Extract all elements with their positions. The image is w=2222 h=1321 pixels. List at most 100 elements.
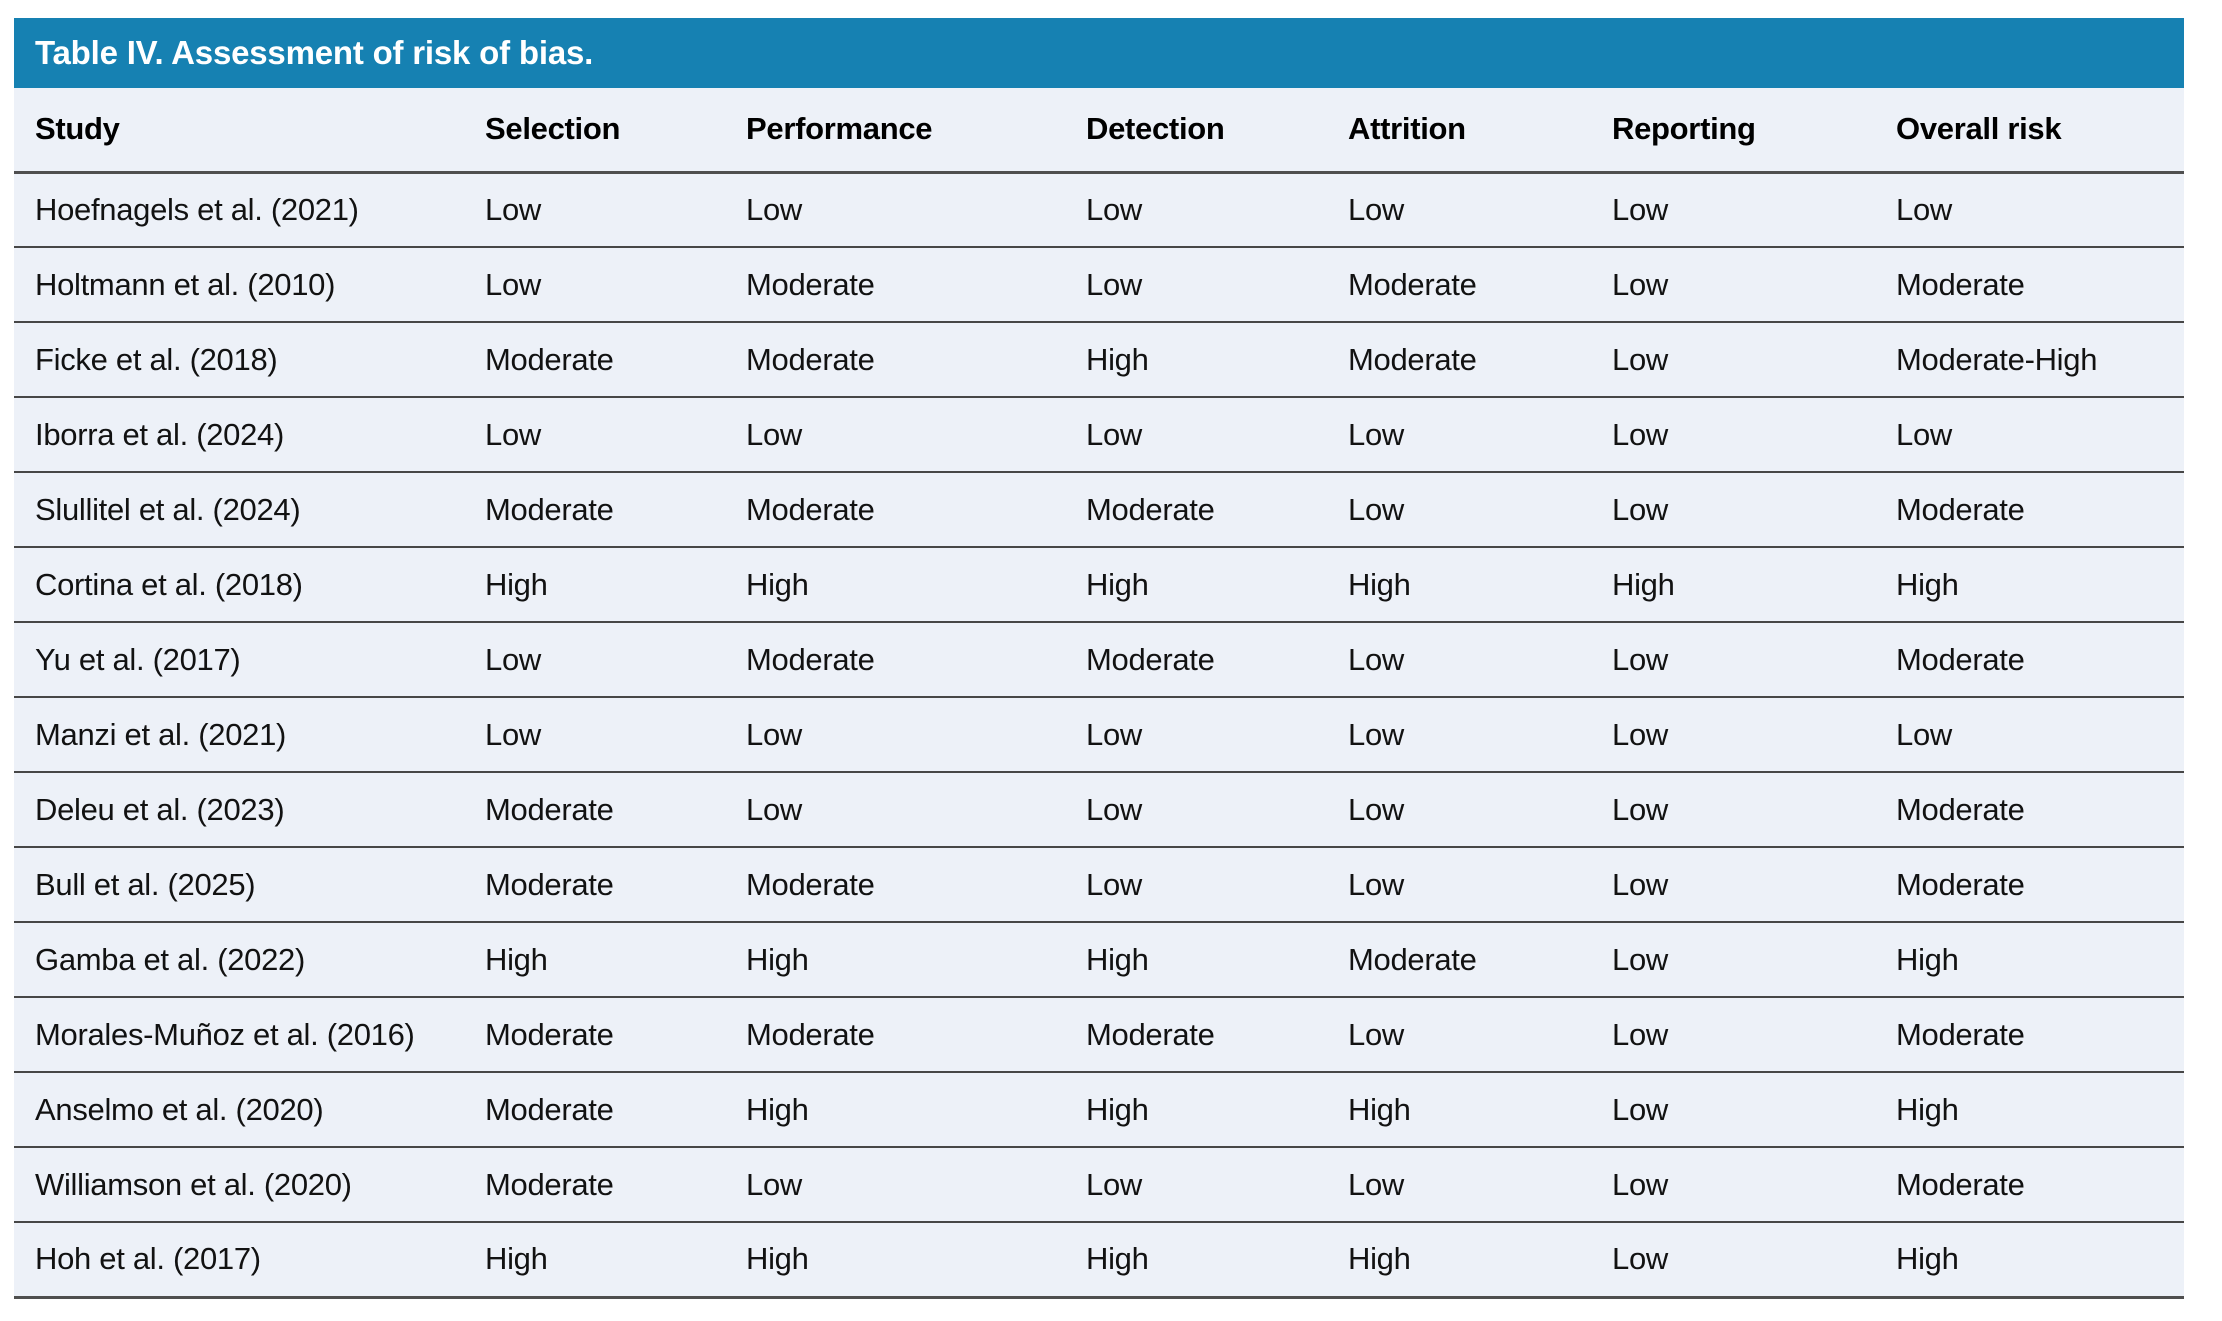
cell-overall-risk: Moderate (1896, 1016, 2025, 1052)
cell-detection: Moderate (1086, 1016, 1215, 1052)
column-header-detection: Detection (1086, 111, 1225, 147)
cell-attrition: Low (1348, 1166, 1404, 1202)
cell-attrition: Low (1348, 1016, 1404, 1052)
table-row: Iborra et al. (2024) Low Low Low Low Low… (14, 397, 2184, 472)
cell-reporting: High (1612, 566, 1675, 602)
table-body: Hoefnagels et al. (2021) Low Low Low Low… (14, 172, 2184, 1297)
cell-reporting: Low (1612, 716, 1668, 752)
cell-attrition: Moderate (1348, 341, 1477, 377)
cell-detection: Low (1086, 191, 1142, 227)
cell-reporting: Low (1612, 1016, 1668, 1052)
column-header-overall-risk: Overall risk (1896, 111, 2062, 147)
cell-performance: Moderate (746, 491, 875, 527)
cell-performance: Low (746, 191, 802, 227)
cell-selection: Low (485, 716, 541, 752)
cell-overall-risk: Moderate (1896, 641, 2025, 677)
header-row: Study Selection Performance Detection At… (14, 88, 2184, 172)
cell-study: Morales-Muñoz et al. (2016) (35, 1016, 415, 1052)
cell-selection: Low (485, 416, 541, 452)
cell-reporting: Low (1612, 941, 1668, 977)
table-row: Williamson et al. (2020) Moderate Low Lo… (14, 1147, 2184, 1222)
cell-selection: High (485, 566, 548, 602)
cell-study: Holtmann et al. (2010) (35, 266, 336, 302)
cell-performance: High (746, 1241, 809, 1277)
cell-detection: High (1086, 1241, 1149, 1277)
cell-performance: High (746, 1091, 809, 1127)
cell-attrition: Low (1348, 716, 1404, 752)
table-header: Study Selection Performance Detection At… (14, 88, 2184, 172)
cell-selection: Moderate (485, 341, 614, 377)
table-row: Ficke et al. (2018) Moderate Moderate Hi… (14, 322, 2184, 397)
cell-attrition: Low (1348, 791, 1404, 827)
assessment-table: Study Selection Performance Detection At… (14, 88, 2184, 1299)
cell-performance: Moderate (746, 1016, 875, 1052)
table-row: Holtmann et al. (2010) Low Moderate Low … (14, 247, 2184, 322)
cell-overall-risk: Moderate (1896, 1166, 2025, 1202)
cell-study: Hoh et al. (2017) (35, 1241, 261, 1277)
cell-detection: Low (1086, 716, 1142, 752)
cell-selection: High (485, 1241, 548, 1277)
cell-selection: Low (485, 266, 541, 302)
cell-detection: Low (1086, 866, 1142, 902)
cell-overall-risk: Moderate (1896, 491, 2025, 527)
cell-reporting: Low (1612, 1241, 1668, 1277)
cell-performance: Low (746, 791, 802, 827)
cell-overall-risk: Moderate (1896, 866, 2025, 902)
cell-detection: High (1086, 941, 1149, 977)
table-row: Cortina et al. (2018) High High High Hig… (14, 547, 2184, 622)
cell-detection: Low (1086, 266, 1142, 302)
cell-detection: High (1086, 566, 1149, 602)
cell-study: Iborra et al. (2024) (35, 416, 285, 452)
cell-performance: High (746, 566, 809, 602)
cell-reporting: Low (1612, 266, 1668, 302)
cell-performance: Moderate (746, 641, 875, 677)
cell-detection: Moderate (1086, 491, 1215, 527)
cell-study: Williamson et al. (2020) (35, 1166, 352, 1202)
cell-selection: Low (485, 191, 541, 227)
cell-performance: Moderate (746, 341, 875, 377)
cell-performance: High (746, 941, 809, 977)
cell-selection: Moderate (485, 791, 614, 827)
cell-attrition: Low (1348, 866, 1404, 902)
cell-overall-risk: Low (1896, 716, 1952, 752)
table-row: Slullitel et al. (2024) Moderate Moderat… (14, 472, 2184, 547)
cell-reporting: Low (1612, 1091, 1668, 1127)
cell-selection: High (485, 941, 548, 977)
risk-of-bias-table: Table IV. Assessment of risk of bias. St… (14, 18, 2184, 1299)
cell-reporting: Low (1612, 191, 1668, 227)
cell-reporting: Low (1612, 416, 1668, 452)
cell-study: Deleu et al. (2023) (35, 791, 285, 827)
cell-overall-risk: Low (1896, 416, 1952, 452)
cell-selection: Moderate (485, 1091, 614, 1127)
column-header-performance: Performance (746, 111, 933, 147)
table-row: Hoefnagels et al. (2021) Low Low Low Low… (14, 172, 2184, 247)
cell-selection: Low (485, 641, 541, 677)
cell-attrition: Moderate (1348, 941, 1477, 977)
cell-overall-risk: High (1896, 566, 1959, 602)
cell-performance: Low (746, 416, 802, 452)
table-row: Bull et al. (2025) Moderate Moderate Low… (14, 847, 2184, 922)
cell-study: Gamba et al. (2022) (35, 941, 306, 977)
cell-reporting: Low (1612, 491, 1668, 527)
cell-performance: Moderate (746, 866, 875, 902)
cell-attrition: Low (1348, 191, 1404, 227)
cell-study: Cortina et al. (2018) (35, 566, 303, 602)
cell-overall-risk: High (1896, 941, 1959, 977)
table-row: Gamba et al. (2022) High High High Moder… (14, 922, 2184, 997)
column-header-study: Study (35, 111, 120, 147)
cell-study: Bull et al. (2025) (35, 866, 256, 902)
cell-performance: Low (746, 1166, 802, 1202)
table-row: Hoh et al. (2017) High High High High Lo… (14, 1222, 2184, 1297)
cell-reporting: Low (1612, 641, 1668, 677)
cell-detection: Low (1086, 791, 1142, 827)
cell-detection: High (1086, 341, 1149, 377)
table-row: Anselmo et al. (2020) Moderate High High… (14, 1072, 2184, 1147)
cell-selection: Moderate (485, 1016, 614, 1052)
cell-attrition: Low (1348, 641, 1404, 677)
cell-performance: Moderate (746, 266, 875, 302)
cell-overall-risk: Moderate-High (1896, 341, 2098, 377)
cell-overall-risk: High (1896, 1091, 1959, 1127)
cell-study: Hoefnagels et al. (2021) (35, 191, 359, 227)
cell-study: Ficke et al. (2018) (35, 341, 278, 377)
table-title: Table IV. Assessment of risk of bias. (35, 34, 594, 71)
